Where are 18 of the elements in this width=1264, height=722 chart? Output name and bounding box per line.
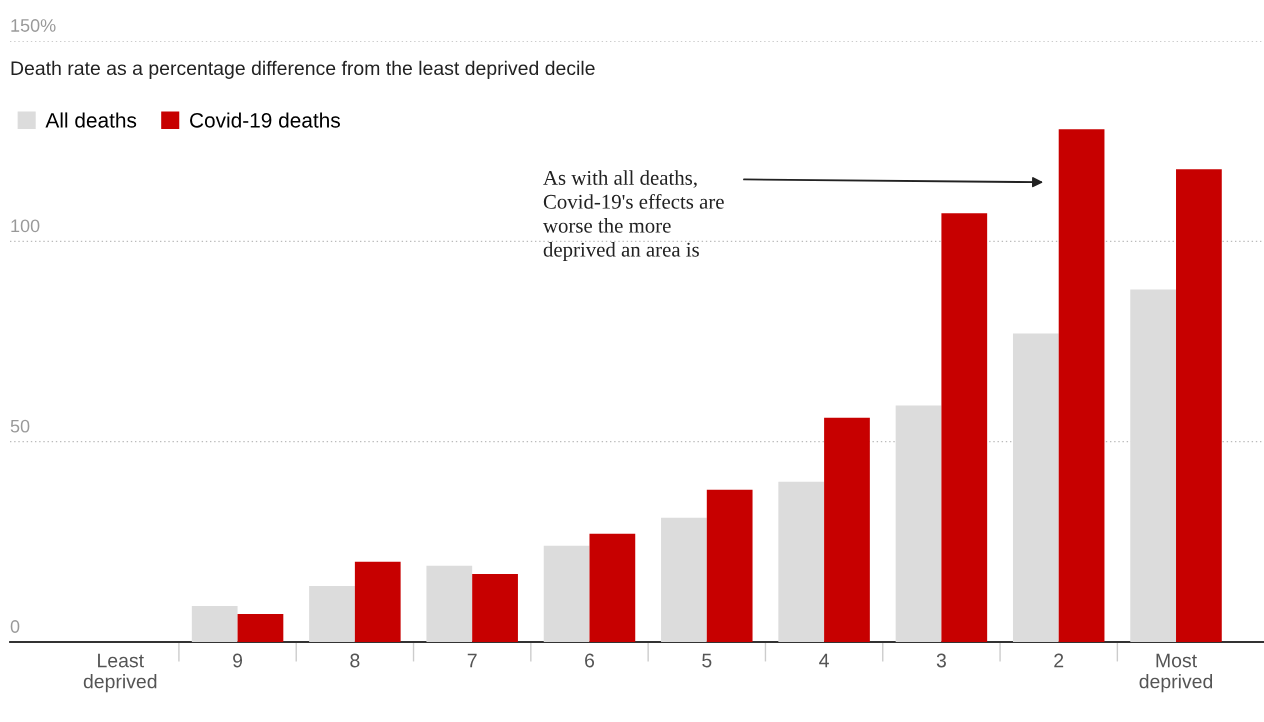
x-tick-label: 6 bbox=[585, 653, 595, 668]
x-tick-label: 9 bbox=[233, 653, 243, 668]
legend-label: Covid-19 deaths bbox=[190, 112, 340, 128]
y-tick-label: 150% bbox=[11, 19, 56, 32]
x-tick-label: 3 bbox=[936, 653, 946, 668]
y-tick-label: 0 bbox=[10, 620, 20, 633]
x-tick-label: 4 bbox=[819, 653, 829, 668]
text: Death rate as a percentage difference from the least deprived decile bbox=[11, 60, 595, 79]
x-tick-label: Least deprived bbox=[83, 653, 157, 693]
x-tick-label: 5 bbox=[702, 653, 712, 668]
legend-label: All deaths bbox=[45, 112, 137, 128]
x-tick-label: 2 bbox=[1054, 653, 1064, 668]
x-tick-label: 7 bbox=[467, 653, 477, 668]
x-tick-label: 8 bbox=[350, 653, 360, 668]
y-tick-label: 100 bbox=[11, 219, 40, 233]
x-tick-label: Most deprived bbox=[1139, 653, 1213, 693]
annotation: As with all deaths, Covid-19's effects are worse the more deprived an area is bbox=[542, 170, 724, 261]
y-tick-label: 50 bbox=[10, 419, 30, 433]
